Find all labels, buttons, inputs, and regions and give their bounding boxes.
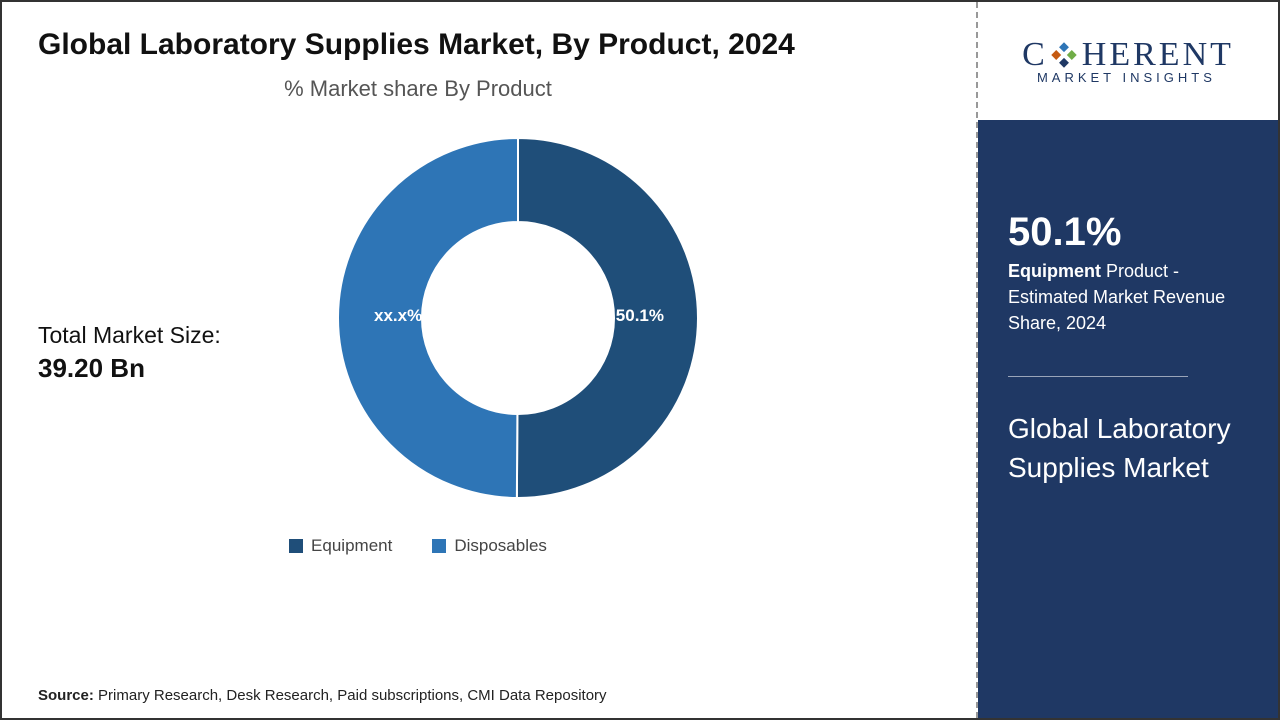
donut-chart: 50.1% xx.x%: [308, 108, 728, 528]
panel-desc: Equipment Product - Estimated Market Rev…: [1008, 258, 1248, 336]
source-text: Primary Research, Desk Research, Paid su…: [98, 687, 607, 704]
logo-tagline: MARKET INSIGHTS: [1022, 70, 1234, 85]
slice-label-equipment: 50.1%: [616, 306, 664, 326]
legend-swatch: [432, 539, 446, 553]
chart-subtitle: % Market share By Product: [38, 76, 798, 102]
chart-legend: Equipment Disposables: [38, 536, 798, 556]
logo-box: C HERENT MARKET INSIGHTS: [978, 2, 1278, 112]
chart-row: Total Market Size: 39.20 Bn 50.1% xx.x%: [38, 108, 946, 528]
legend-swatch: [289, 539, 303, 553]
legend-label: Disposables: [454, 536, 547, 556]
market-size-value: 39.20 Bn: [38, 353, 268, 384]
page-title: Global Laboratory Supplies Market, By Pr…: [38, 26, 798, 64]
logo: C HERENT MARKET INSIGHTS: [1022, 36, 1234, 85]
market-size-label: Total Market Size:: [38, 322, 268, 349]
legend-label: Equipment: [311, 536, 392, 556]
right-column: C HERENT MARKET INSIGHTS: [976, 2, 1278, 718]
source-line: Source: Primary Research, Desk Research,…: [38, 687, 607, 704]
logo-letter-c: C: [1022, 36, 1046, 74]
legend-item-equipment: Equipment: [289, 536, 392, 556]
panel-market-name: Global Laboratory Supplies Market: [1008, 409, 1248, 487]
source-prefix: Source:: [38, 687, 94, 704]
logo-row: C HERENT: [1022, 36, 1234, 74]
main-area: Global Laboratory Supplies Market, By Pr…: [2, 2, 976, 718]
panel-desc-bold: Equipment: [1008, 261, 1101, 281]
logo-diamond-icon: [1050, 41, 1078, 69]
infographic-frame: Global Laboratory Supplies Market, By Pr…: [0, 0, 1280, 720]
panel-big-pct: 50.1%: [1008, 212, 1248, 252]
legend-item-disposables: Disposables: [432, 536, 547, 556]
stat-panel: 50.1% Equipment Product - Estimated Mark…: [978, 120, 1278, 718]
slice-label-disposables: xx.x%: [374, 306, 422, 326]
donut-svg: [308, 108, 728, 528]
market-size-block: Total Market Size: 39.20 Bn: [38, 252, 268, 384]
logo-brand-right: HERENT: [1082, 36, 1234, 74]
panel-divider: [1008, 376, 1188, 377]
